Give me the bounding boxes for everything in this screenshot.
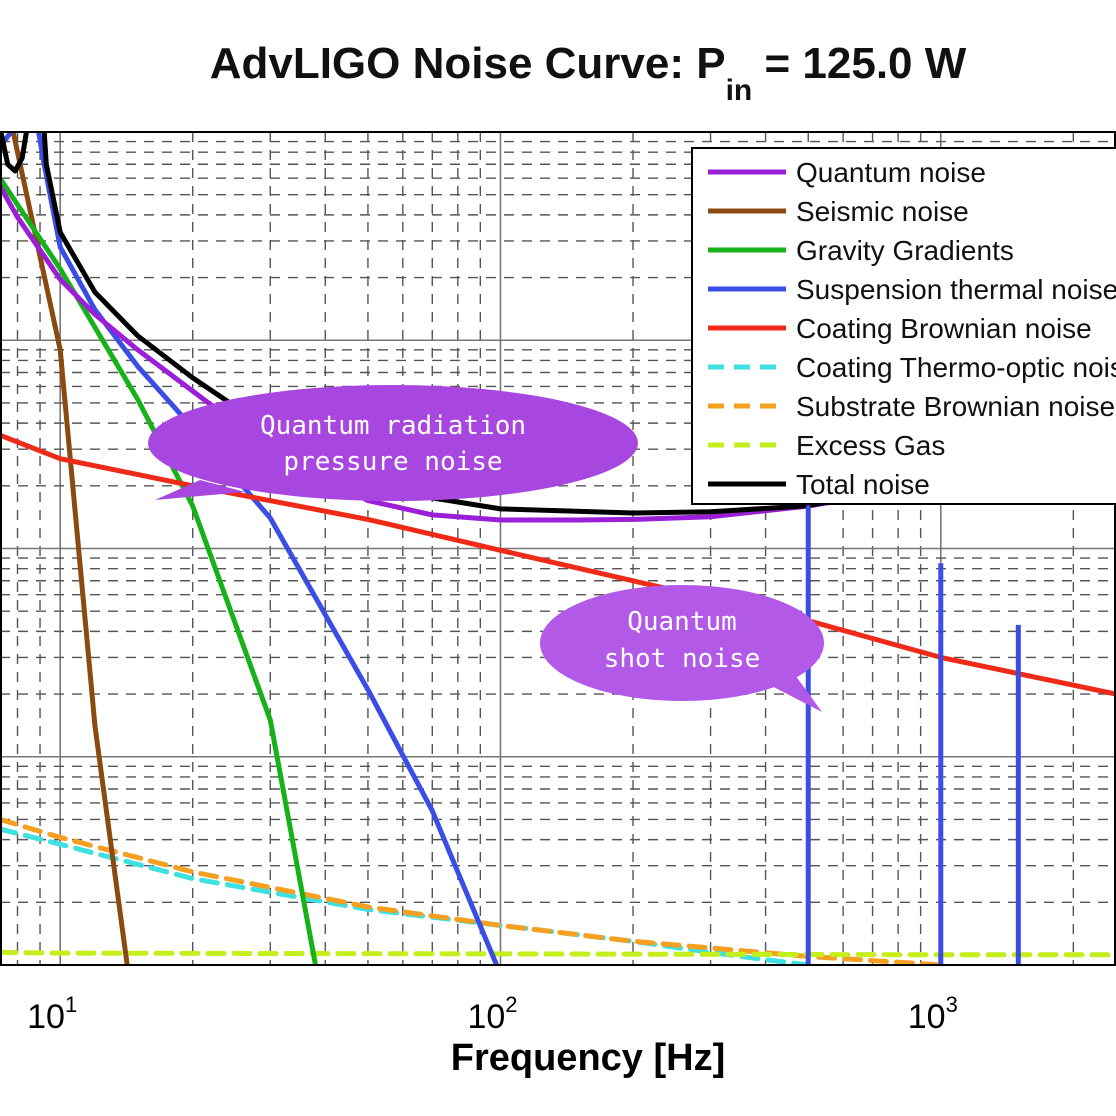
callout-tail xyxy=(155,480,245,500)
x-tick-exponent: 3 xyxy=(946,992,958,1017)
legend-entry: Coating Thermo-optic noise xyxy=(708,352,1116,383)
legend-entry: Total noise xyxy=(708,469,930,500)
legend-entry: Coating Brownian noise xyxy=(708,313,1092,344)
series-line-excess-gas xyxy=(0,949,1116,958)
callouts: Quantum radiation pressure noise Quantum sh… xyxy=(148,385,824,712)
series-line-coating-thermo-optic-noise xyxy=(0,826,811,965)
callout-text: Quantum radiation xyxy=(260,411,526,441)
callout-ellipse xyxy=(540,585,824,701)
series-line-seismic-noise xyxy=(10,132,130,965)
legend-label: Total noise xyxy=(796,469,930,500)
legend-label: Coating Thermo-optic noise xyxy=(796,352,1116,383)
legend-label: Quantum noise xyxy=(796,157,986,188)
legend-entry: Substrate Brownian noise xyxy=(708,391,1115,422)
legend-entry: Suspension thermal noise xyxy=(708,274,1116,305)
callout-text: shot noise xyxy=(604,644,761,674)
x-tick-label: 101 xyxy=(27,992,77,1036)
legend-entry: Gravity Gradients xyxy=(708,235,1014,266)
legend-label: Seismic noise xyxy=(796,196,969,227)
callout-text: Quantum xyxy=(627,607,737,637)
series-line-suspension-thermal-noise xyxy=(0,132,500,965)
x-tick-label: 103 xyxy=(908,992,958,1036)
callout-text: pressure noise xyxy=(283,447,502,477)
legend-label: Gravity Gradients xyxy=(796,235,1014,266)
svg-text:AdvLIGO Noise Curve: Pin = 125: AdvLIGO Noise Curve: Pin = 125.0 W xyxy=(210,39,967,107)
x-tick-base: 10 xyxy=(467,998,505,1036)
callout-bubble: Quantum radiation pressure noise xyxy=(148,385,638,501)
title-suffix: = 125.0 W xyxy=(752,39,966,88)
plot-frame xyxy=(0,131,1116,966)
legend-label: Suspension thermal noise xyxy=(796,274,1116,305)
legend-label: Substrate Brownian noise xyxy=(796,391,1115,422)
x-tick-exponent: 2 xyxy=(505,992,517,1017)
legend-entry: Seismic noise xyxy=(708,196,969,227)
x-tick-base: 10 xyxy=(908,998,946,1036)
x-tick-base: 10 xyxy=(27,998,65,1036)
series-line-substrate-brownian-noise xyxy=(0,816,944,965)
series-line-coating-brownian-noise xyxy=(0,432,1116,697)
callout-ellipse xyxy=(148,385,638,501)
legend-entry: Quantum noise xyxy=(708,157,986,188)
x-tick-label: 102 xyxy=(467,992,517,1036)
x-tick-exponent: 1 xyxy=(65,992,77,1017)
legend: Quantum noise Seismic noise Gravity Gradie… xyxy=(691,147,1116,505)
legend-label: Coating Brownian noise xyxy=(796,313,1092,344)
legend-label: Excess Gas xyxy=(796,430,945,461)
x-tick-labels: 101 102 103 xyxy=(27,992,958,1036)
title-subscript: in xyxy=(726,74,753,107)
title-main: AdvLIGO Noise Curve: P xyxy=(210,39,726,88)
legend-entry: Excess Gas xyxy=(708,430,945,461)
x-axis-label: Frequency [Hz] xyxy=(451,1037,725,1079)
chart-title: AdvLIGO Noise Curve: Pin = 125.0 W xyxy=(210,39,967,107)
callout-bubble: Quantum shot noise xyxy=(540,585,824,712)
